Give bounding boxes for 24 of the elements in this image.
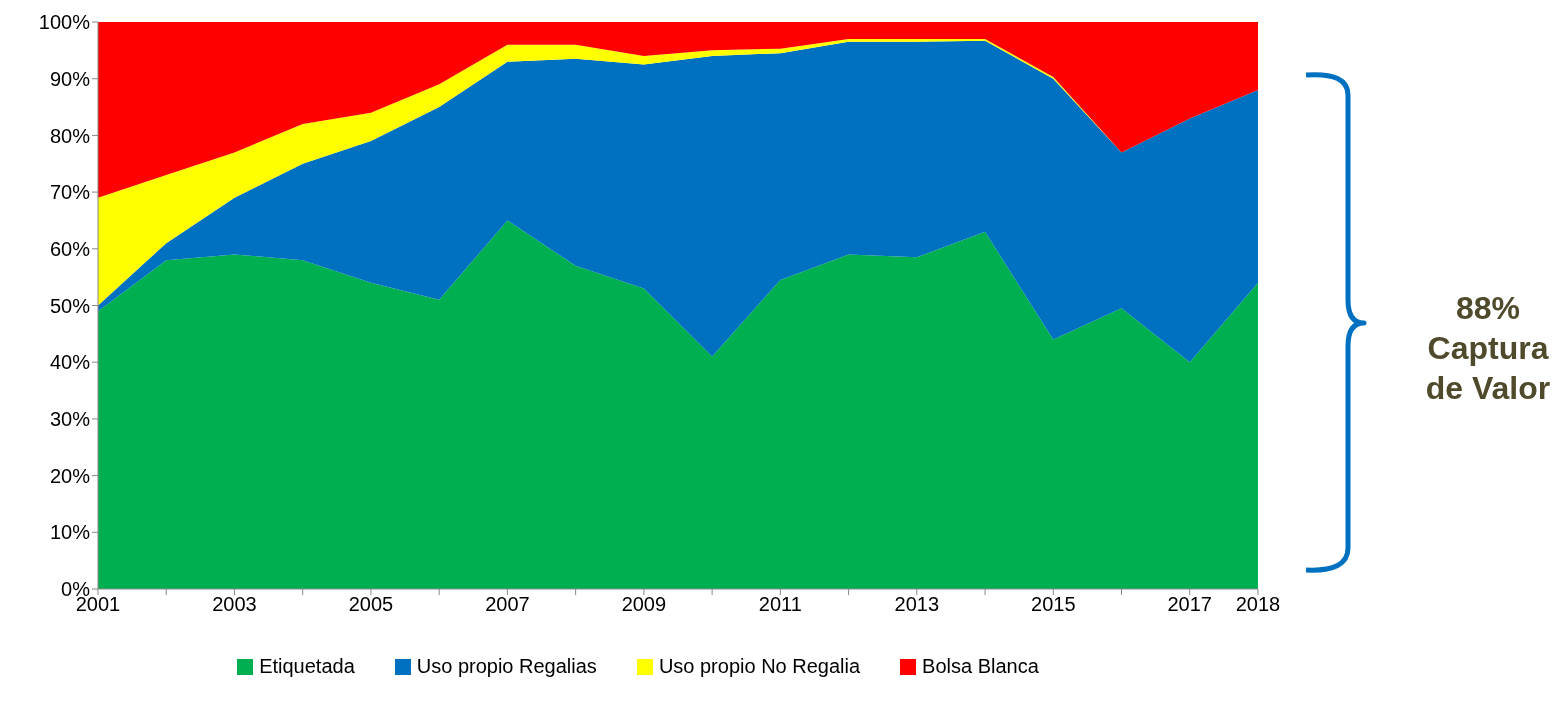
legend-label: Etiquetada: [259, 655, 355, 678]
legend-label: Uso propio Regalias: [416, 655, 597, 678]
text: 88% Captura de Valor: [1424, 289, 1552, 408]
y-tick-label: 80%: [49, 124, 91, 147]
x-tick-label: 2007: [485, 593, 530, 616]
y-tick-label: 50%: [49, 294, 91, 317]
y-tick-label: 20%: [49, 464, 91, 487]
x-tick-label: 2009: [621, 593, 667, 616]
y-tick-label: 40%: [49, 351, 91, 374]
y-tick-label: 100%: [38, 11, 91, 34]
y-tick-label: 30%: [49, 408, 91, 430]
x-tick-label: 2005: [348, 593, 394, 616]
x-tick-label: 2015: [1031, 593, 1076, 616]
x-tick-label: 2003: [212, 593, 257, 616]
x-tick-label: 2018: [1235, 593, 1281, 616]
legend-label: Bolsa Blanca: [922, 655, 1039, 678]
y-tick-label: 60%: [49, 237, 91, 260]
y-tick-label: 90%: [49, 67, 91, 90]
x-tick-label: 2013: [894, 593, 940, 616]
x-tick-label: 2017: [1167, 593, 1213, 616]
y-tick-label: 10%: [49, 521, 91, 544]
y-tick-label: 70%: [49, 181, 91, 204]
x-tick-label: 2011: [758, 593, 802, 616]
legend-label: Uso propio No Regalia: [658, 655, 861, 678]
